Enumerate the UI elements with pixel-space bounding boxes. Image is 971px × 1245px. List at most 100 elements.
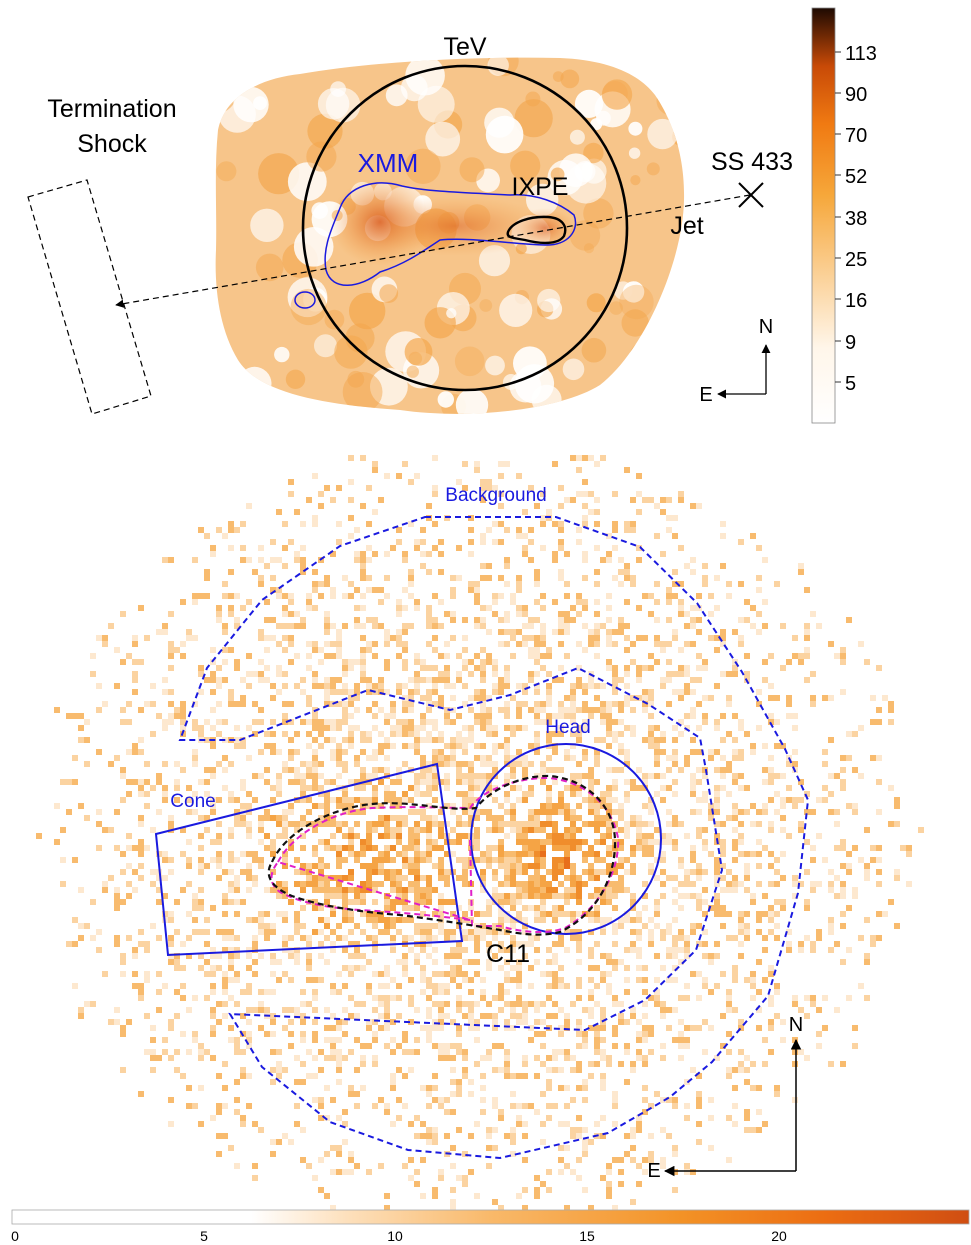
counts-pixel: [384, 1205, 390, 1211]
counts-pixel: [198, 833, 204, 839]
counts-pixel: [576, 1175, 582, 1181]
counts-pixel: [642, 1025, 648, 1031]
counts-pixel: [702, 581, 708, 587]
counts-pixel: [78, 923, 84, 929]
counts-pixel: [456, 1031, 462, 1037]
counts-pixel: [414, 743, 420, 749]
counts-pixel: [750, 851, 756, 857]
counts-pixel: [402, 659, 408, 665]
counts-pixel: [522, 791, 528, 797]
counts-pixel: [576, 1157, 582, 1163]
counts-pixel: [756, 1127, 762, 1133]
counts-pixel: [756, 629, 762, 635]
counts-pixel: [348, 779, 354, 785]
counts-pixel: [624, 755, 630, 761]
counts-pixel: [504, 665, 510, 671]
counts-pixel: [816, 929, 822, 935]
counts-pixel: [504, 749, 510, 755]
counts-pixel: [408, 695, 414, 701]
counts-pixel: [660, 851, 666, 857]
counts-pixel: [696, 971, 702, 977]
counts-pixel: [228, 869, 234, 875]
counts-pixel: [324, 611, 330, 617]
counts-pixel: [612, 575, 618, 581]
counts-pixel: [450, 803, 456, 809]
counts-pixel: [666, 821, 672, 827]
counts-pixel: [348, 803, 354, 809]
counts-pixel: [606, 827, 612, 833]
counts-pixel: [576, 887, 582, 893]
counts-pixel: [336, 749, 342, 755]
counts-pixel: [720, 923, 726, 929]
counts-pixel: [654, 761, 660, 767]
counts-pixel: [492, 923, 498, 929]
counts-pixel: [636, 1163, 642, 1169]
counts-pixel: [480, 779, 486, 785]
counts-pixel: [372, 863, 378, 869]
counts-pixel: [258, 821, 264, 827]
counts-pixel: [336, 797, 342, 803]
counts-pixel: [462, 1055, 468, 1061]
counts-pixel: [126, 833, 132, 839]
counts-pixel: [258, 923, 264, 929]
counts-pixel: [498, 539, 504, 545]
counts-pixel: [528, 1001, 534, 1007]
counts-pixel: [300, 773, 306, 779]
counts-pixel: [624, 791, 630, 797]
counts-pixel: [552, 521, 558, 527]
counts-pixel: [582, 599, 588, 605]
counts-pixel: [432, 719, 438, 725]
counts-pixel: [378, 803, 384, 809]
counts-pixel: [624, 665, 630, 671]
counts-pixel: [648, 1151, 654, 1157]
counts-pixel: [582, 1187, 588, 1193]
counts-pixel: [282, 1133, 288, 1139]
counts-pixel: [498, 461, 504, 467]
counts-pixel: [774, 899, 780, 905]
counts-pixel: [216, 863, 222, 869]
counts-pixel: [288, 701, 294, 707]
counts-pixel: [768, 767, 774, 773]
counts-pixel: [828, 737, 834, 743]
counts-pixel: [648, 611, 654, 617]
counts-pixel: [720, 563, 726, 569]
counts-pixel: [192, 719, 198, 725]
counts-pixel: [642, 977, 648, 983]
counts-pixel: [480, 497, 486, 503]
counts-pixel: [636, 1055, 642, 1061]
counts-pixel: [678, 893, 684, 899]
counts-pixel: [96, 947, 102, 953]
counts-pixel: [420, 827, 426, 833]
counts-pixel: [498, 941, 504, 947]
counts-pixel: [534, 701, 540, 707]
counts-pixel: [516, 785, 522, 791]
counts-pixel: [138, 863, 144, 869]
counts-pixel: [156, 1007, 162, 1013]
counts-pixel: [486, 1127, 492, 1133]
counts-pixel: [450, 749, 456, 755]
counts-pixel: [324, 899, 330, 905]
counts-pixel: [474, 971, 480, 977]
counts-pixel: [438, 755, 444, 761]
counts-pixel: [546, 971, 552, 977]
counts-pixel: [624, 833, 630, 839]
counts-pixel: [504, 1019, 510, 1025]
counts-pixel: [540, 605, 546, 611]
counts-pixel: [618, 701, 624, 707]
counts-pixel: [486, 947, 492, 953]
counts-pixel: [618, 719, 624, 725]
counts-pixel: [312, 863, 318, 869]
counts-pixel: [834, 845, 840, 851]
counts-pixel: [522, 1013, 528, 1019]
counts-pixel: [204, 995, 210, 1001]
counts-pixel: [606, 1181, 612, 1187]
counts-pixel: [306, 1001, 312, 1007]
counts-pixel: [582, 623, 588, 629]
counts-pixel: [336, 1061, 342, 1067]
counts-pixel: [414, 1133, 420, 1139]
counts-pixel: [552, 959, 558, 965]
counts-pixel: [390, 815, 396, 821]
counts-pixel: [846, 947, 852, 953]
counts-pixel: [192, 701, 198, 707]
counts-pixel: [564, 1145, 570, 1151]
